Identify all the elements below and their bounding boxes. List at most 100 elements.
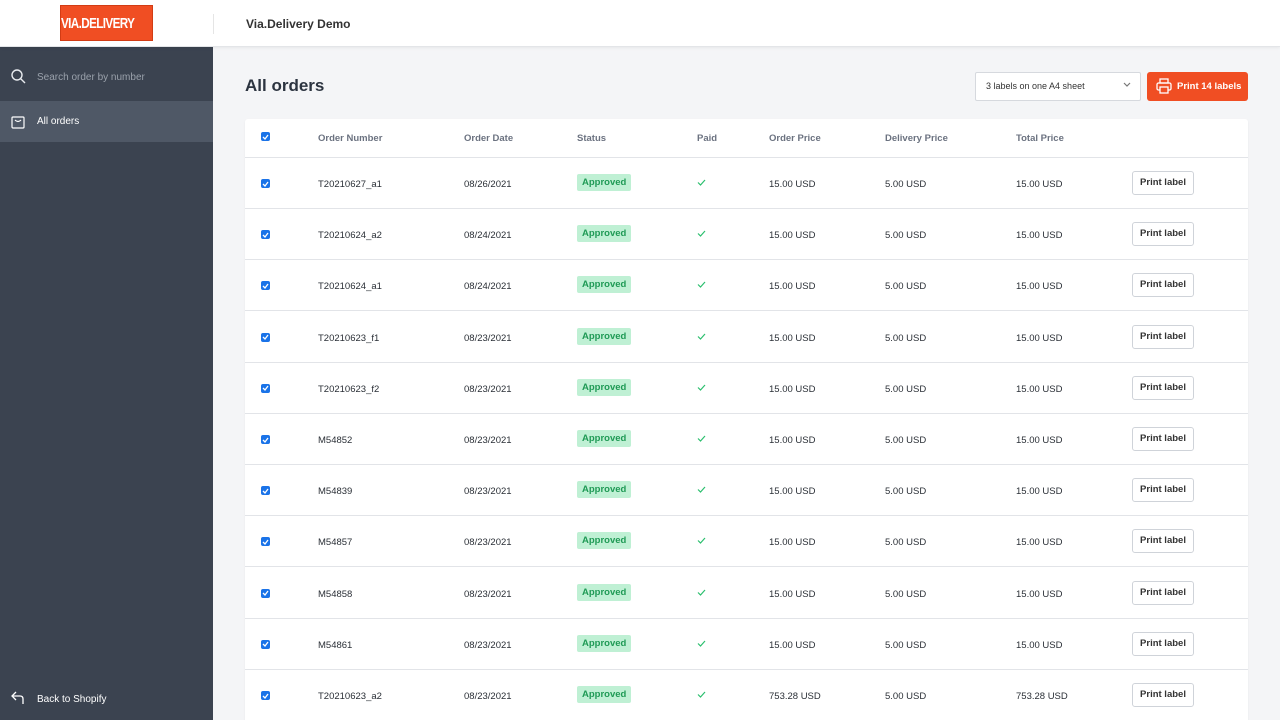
delivery-price-cell: 5.00 USD (885, 588, 927, 600)
chevron-down-icon (1123, 82, 1131, 87)
delivery-price-cell: 5.00 USD (885, 281, 927, 293)
printer-icon (1156, 78, 1172, 94)
total-price-cell: 15.00 USD (1016, 230, 1063, 242)
order-price-cell: 15.00 USD (769, 230, 816, 242)
status-badge: Approved (577, 686, 632, 703)
row-checkbox[interactable] (261, 383, 270, 393)
print-label-button[interactable]: Print label (1132, 529, 1194, 554)
order-date-cell: 08/23/2021 (464, 383, 512, 395)
row-checkbox[interactable] (261, 639, 270, 649)
order-number-cell[interactable]: T20210623_f1 (318, 332, 380, 344)
print-label-button[interactable]: Print label (1132, 222, 1194, 247)
order-number-cell[interactable]: M54839 (318, 486, 353, 498)
print-label-button[interactable]: Print label (1132, 427, 1194, 451)
sidebar-item-all-orders[interactable]: All orders (0, 101, 213, 142)
print-labels-button-label: Print 14 labels (1177, 81, 1242, 92)
paid-check-icon (697, 384, 706, 391)
sidebar: All orders Back to Shopify (0, 47, 213, 720)
total-price-cell: 15.00 USD (1016, 639, 1063, 651)
checkmark-icon (262, 385, 269, 392)
column-header-paid[interactable]: Paid (697, 133, 718, 144)
order-date-cell: 08/23/2021 (464, 332, 512, 344)
order-price-cell: 15.00 USD (769, 486, 816, 498)
order-date-cell: 08/26/2021 (464, 179, 512, 190)
print-label-button[interactable]: Print label (1132, 375, 1194, 400)
print-label-button[interactable]: Print label (1132, 631, 1194, 656)
row-checkbox[interactable] (261, 230, 270, 240)
column-header-order-number[interactable]: Order Number (318, 133, 383, 144)
print-labels-button[interactable]: Print 14 labels (1147, 72, 1248, 101)
checkmark-icon (262, 181, 269, 187)
column-header-order-date[interactable]: Order Date (464, 133, 514, 144)
order-date-cell: 08/23/2021 (464, 639, 512, 651)
order-price-cell: 15.00 USD (769, 383, 816, 395)
back-to-shopify-link[interactable]: Back to Shopify (0, 687, 213, 711)
print-label-button[interactable]: Print label (1132, 580, 1194, 605)
table-row: M54839 08/23/2021 Approved 15.00 USD 5.0… (245, 465, 1248, 517)
total-price-cell: 15.00 USD (1016, 332, 1063, 344)
paid-check-icon (697, 537, 706, 545)
order-number-cell[interactable]: T20210623_f2 (318, 383, 380, 395)
status-badge: Approved (577, 174, 632, 191)
checkmark-icon (262, 134, 269, 140)
row-checkbox[interactable] (261, 537, 270, 547)
print-label-button[interactable]: Print label (1132, 324, 1194, 349)
order-number-cell[interactable]: T20210624_a1 (318, 281, 382, 293)
print-label-button[interactable]: Print label (1132, 171, 1194, 195)
delivery-price-cell: 5.00 USD (885, 486, 927, 498)
print-label-button[interactable]: Print label (1132, 683, 1194, 707)
checkmark-icon (262, 693, 269, 699)
total-price-cell: 15.00 USD (1016, 588, 1063, 600)
order-number-cell[interactable]: M54857 (318, 537, 353, 549)
table-row: T20210623_a2 08/23/2021 Approved 753.28 … (245, 670, 1248, 720)
order-number-cell[interactable]: T20210623_a2 (318, 691, 382, 702)
print-label-button[interactable]: Print label (1132, 273, 1194, 298)
delivery-price-cell: 5.00 USD (885, 230, 927, 242)
column-header-status[interactable]: Status (577, 133, 607, 144)
row-checkbox[interactable] (261, 281, 270, 291)
labels-per-sheet-select[interactable]: 3 labels on one A4 sheet (975, 72, 1141, 101)
checkmark-icon (262, 437, 269, 443)
row-checkbox[interactable] (261, 179, 270, 188)
checkmark-icon (262, 539, 269, 545)
order-number-cell[interactable]: T20210627_a1 (318, 179, 382, 190)
column-header-delivery-price[interactable]: Delivery Price (885, 133, 948, 144)
status-badge: Approved (577, 634, 632, 652)
row-checkbox[interactable] (261, 486, 270, 496)
order-price-cell: 15.00 USD (769, 435, 816, 446)
table-row: T20210624_a2 08/24/2021 Approved 15.00 U… (245, 209, 1248, 261)
status-badge: Approved (577, 430, 632, 447)
row-checkbox[interactable] (261, 588, 270, 598)
search-input[interactable] (30, 65, 205, 89)
paid-check-icon (697, 435, 706, 442)
delivery-price-cell: 5.00 USD (885, 383, 927, 395)
order-date-cell: 08/23/2021 (464, 537, 512, 549)
status-badge: Approved (577, 481, 632, 499)
table-row: M54861 08/23/2021 Approved 15.00 USD 5.0… (245, 619, 1248, 670)
sidebar-item-label: All orders (37, 116, 80, 127)
table-row: T20210627_a1 08/26/2021 Approved 15.00 U… (245, 158, 1248, 209)
column-header-total-price[interactable]: Total Price (1016, 133, 1064, 144)
order-price-cell: 753.28 USD (769, 691, 821, 702)
top-bar: VIA.DELIVERY Via.Delivery Demo (0, 0, 1280, 47)
row-checkbox[interactable] (261, 691, 270, 700)
order-date-cell: 08/23/2021 (464, 588, 512, 600)
order-number-cell[interactable]: M54861 (318, 639, 353, 651)
order-price-cell: 15.00 USD (769, 332, 816, 344)
row-checkbox[interactable] (261, 435, 270, 444)
logo-text: VIA.DELIVERY (60, 14, 135, 32)
select-all-checkbox[interactable] (261, 132, 270, 141)
print-label-button[interactable]: Print label (1132, 478, 1194, 503)
row-checkbox[interactable] (261, 332, 270, 342)
order-number-cell[interactable]: M54852 (318, 435, 353, 446)
via-delivery-logo[interactable]: VIA.DELIVERY (60, 5, 153, 41)
order-price-cell: 15.00 USD (769, 179, 816, 190)
column-header-order-price[interactable]: Order Price (769, 133, 821, 144)
order-number-cell[interactable]: M54858 (318, 588, 353, 600)
order-number-cell[interactable]: T20210624_a2 (318, 230, 382, 242)
status-badge: Approved (577, 532, 632, 550)
paid-check-icon (697, 230, 706, 238)
delivery-price-cell: 5.00 USD (885, 435, 927, 446)
checkmark-icon (262, 283, 269, 289)
order-price-cell: 15.00 USD (769, 588, 816, 600)
